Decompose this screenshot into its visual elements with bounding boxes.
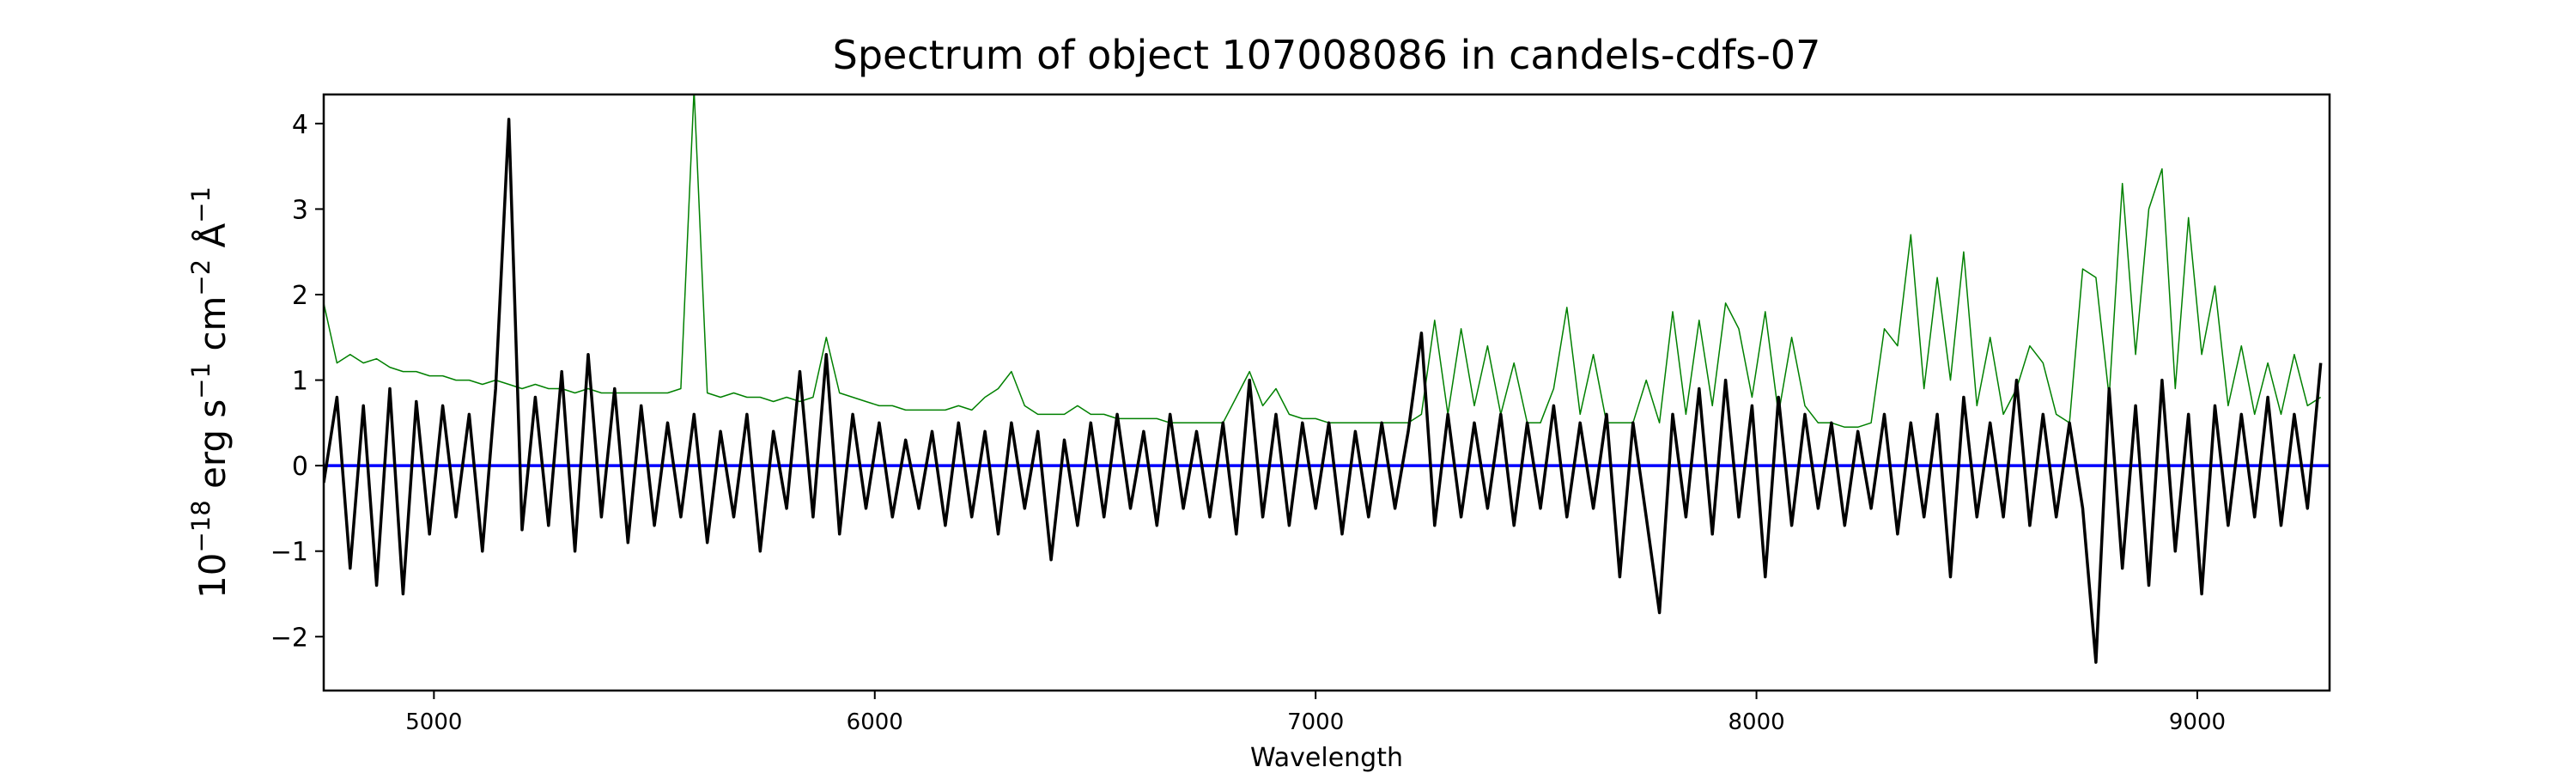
ylabel-exp2: −2 [186, 259, 216, 296]
plot-area [324, 94, 2330, 664]
y-tick-label: 3 [292, 195, 308, 225]
flux-line [324, 118, 2323, 664]
ylabel-unit3: Å [191, 223, 234, 259]
x-tick-label: 8000 [1728, 709, 1784, 735]
ylabel-unit1: erg s [191, 399, 234, 501]
y-tick-label: −1 [270, 538, 308, 568]
y-tick-label: 0 [292, 452, 308, 482]
ylabel-exp3: −1 [186, 186, 216, 223]
x-axis-label: Wavelength [1250, 743, 1403, 773]
x-axis: 5000 6000 7000 8000 9000 [405, 691, 2226, 735]
y-tick-label: 1 [292, 367, 308, 397]
axes-frame [322, 93, 2331, 692]
ylabel-base: 10 [191, 553, 234, 599]
x-tick-label: 7000 [1287, 709, 1344, 735]
y-axis: −2 −1 0 1 2 3 4 [270, 110, 324, 653]
y-tick-label: 2 [292, 281, 308, 311]
ylabel-exp: −18 [186, 500, 216, 552]
chart-title: Spectrum of object 107008086 in candels-… [833, 32, 1821, 78]
x-tick-label: 6000 [847, 709, 903, 735]
ylabel-exp1: −1 [186, 362, 216, 399]
x-tick-label: 9000 [2169, 709, 2226, 735]
y-tick-label: −2 [270, 623, 308, 653]
y-axis-label: 10−18 erg s−1 cm−2 Å−1 [186, 186, 234, 599]
y-tick-label: 4 [292, 110, 308, 140]
error-line [324, 94, 2322, 429]
ylabel-unit2: cm [191, 296, 234, 362]
x-tick-label: 5000 [405, 709, 462, 735]
